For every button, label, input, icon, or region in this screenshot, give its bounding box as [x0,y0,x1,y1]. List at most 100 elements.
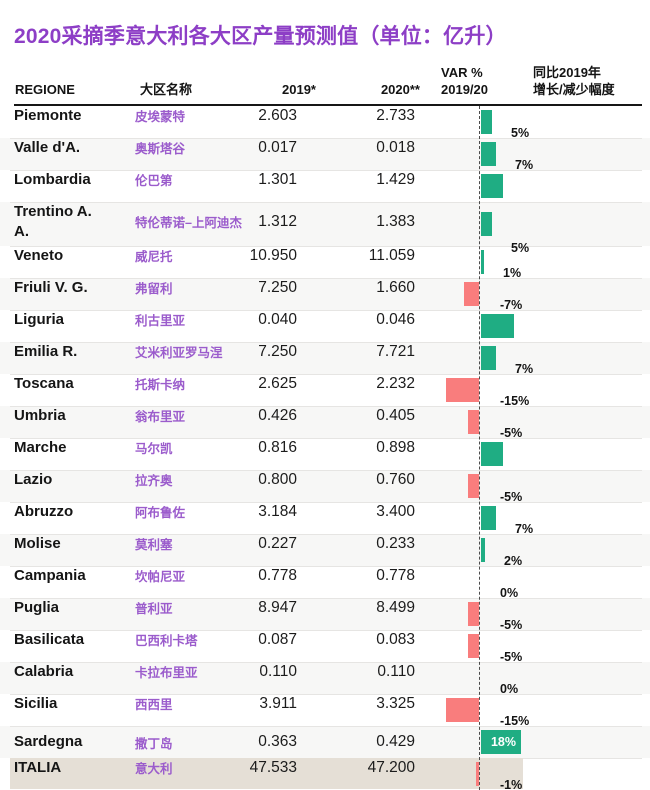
var-label: 1% [503,265,522,280]
value-2020: 0.233 [376,534,415,552]
value-2019: 2.625 [258,374,297,392]
table-row: Liguria 利古里亚 0.040 0.046 15% [0,310,650,342]
value-2019: 0.110 [259,662,297,680]
region-name-chinese: 西西里 [135,698,173,713]
region-name: Calabria [14,663,74,680]
region-name: Valle d'A. [14,139,81,156]
table-row: Trentino A. A. 特伦蒂诺–上阿迪杰 1.312 1.383 5% [0,202,650,255]
region-name-chinese: 奥斯塔谷 [135,142,186,157]
var-bar [481,110,492,134]
var-bar [476,761,479,786]
row-divider [10,138,642,139]
region-name: Piemonte [14,107,82,124]
row-divider [10,342,642,343]
row-divider [10,630,642,631]
var-label: 5% [511,241,530,255]
value-2019: 0.778 [258,566,297,584]
var-label: 0% [500,585,519,600]
row-divider [10,406,642,407]
var-label: 7% [515,521,534,536]
table-row: Friuli V. G. 弗留利 7.250 1.660 -7% [0,278,650,312]
region-name-chinese: 弗留利 [135,282,173,297]
region-name-chinese: 威尼托 [135,250,173,265]
region-name-chinese: 阿布鲁佐 [135,506,186,521]
var-bar [481,142,496,166]
value-2020: 0.405 [376,406,415,424]
table-row: Lombardia 伦巴第 1.301 1.429 10% [0,170,650,202]
var-bar [481,212,492,236]
var-label: -15% [500,393,530,408]
var-label: 18% [490,735,516,749]
var-bar [481,174,503,198]
region-name-chinese: 卡拉布里亚 [135,666,198,681]
var-bar [481,250,484,274]
region-name: Emilia R. [14,343,78,360]
var-bar [446,698,479,722]
var-bar [468,474,479,498]
table-row: Piemonte 皮埃蒙特 2.603 2.733 5% [0,106,650,140]
var-label: -15% [500,713,530,728]
header-var-pct: VAR % 2019/20 [441,65,488,97]
region-name: Liguria [14,311,65,328]
value-2019: 0.040 [258,310,297,328]
value-2020: 47.200 [367,758,415,776]
var-label: -5% [500,617,523,632]
value-2020: 0.760 [376,470,415,488]
region-name-chinese: 马尔凯 [135,442,173,457]
table-row: ITALIA 意大利 47.533 47.200 -1% [0,758,650,790]
region-name: Veneto [14,247,64,264]
var-bar [481,506,496,530]
value-2019: 47.533 [249,758,297,776]
row-divider [10,170,642,171]
region-name-chinese: 利古里亚 [135,314,186,329]
value-2020: 8.499 [376,598,415,616]
value-2019: 1.312 [258,212,297,230]
region-name: Trentino A. A. [14,203,92,240]
var-label: -5% [500,489,523,504]
region-name-chinese: 伦巴第 [135,174,173,189]
table-row: Emilia R. 艾米利亚罗马涅 7.250 7.721 7% [0,342,650,376]
region-name-chinese: 皮埃蒙特 [135,110,186,125]
var-label: 7% [515,157,534,172]
value-2020: 0.083 [376,630,415,648]
var-bar [481,538,485,562]
table-row: Marche 马尔凯 0.816 0.898 10% [0,438,650,470]
var-bar [468,410,479,434]
value-2020: 7.721 [376,342,415,360]
var-label: 7% [515,361,534,376]
region-name: Abruzzo [14,503,74,520]
var-bar [481,346,496,370]
value-2019: 0.017 [258,138,297,156]
value-2019: 0.800 [258,470,297,488]
value-2020: 2.232 [376,374,415,392]
region-name-chinese: 巴西利卡塔 [135,634,198,649]
value-2019: 10.950 [249,246,297,264]
value-2020: 0.018 [376,138,415,156]
value-2019: 2.603 [258,106,297,124]
value-2020: 11.059 [368,246,415,264]
value-2020: 0.898 [376,438,415,456]
table-row: Umbria 翁布里亚 0.426 0.405 -5% [0,406,650,440]
row-divider [10,566,642,567]
row-divider [10,310,642,311]
value-2019: 0.227 [258,534,297,552]
row-divider [10,278,642,279]
value-2019: 0.816 [258,438,297,456]
var-bar [468,634,479,658]
value-2020: 0.110 [377,662,415,680]
value-2019: 7.250 [258,278,297,296]
value-2020: 1.660 [376,278,415,296]
row-divider [10,534,642,535]
var-label: 2% [504,553,523,568]
value-2019: 0.426 [258,406,297,424]
table-body: Piemonte 皮埃蒙特 2.603 2.733 5% Valle d'A. … [0,106,650,790]
row-divider [10,694,642,695]
table-row: Abruzzo 阿布鲁佐 3.184 3.400 7% [0,502,650,536]
region-name: Lazio [14,471,53,488]
region-name: Sicilia [14,695,58,712]
value-2019: 8.947 [258,598,297,616]
region-name-chinese: 翁布里亚 [135,410,186,425]
var-bar [446,378,479,402]
var-bar [481,442,503,466]
region-name-chinese: 意大利 [135,762,173,777]
